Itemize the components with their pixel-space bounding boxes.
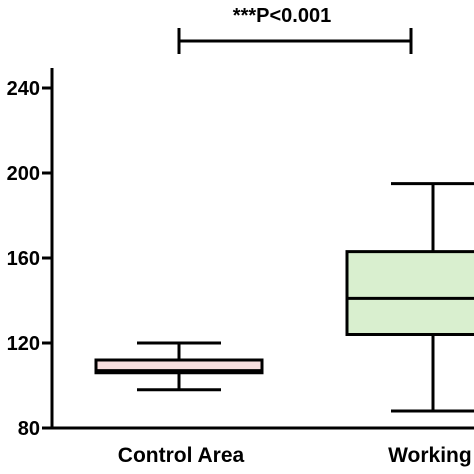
- y-tick-label: 240: [7, 78, 40, 100]
- significance-label: ***P<0.001: [233, 5, 331, 27]
- box-iqr: [345, 250, 474, 336]
- x-axis-labels: Control Area Working A: [118, 444, 474, 467]
- y-tick-label: 80: [18, 418, 40, 440]
- significance-bracket: ***P<0.001: [177, 5, 413, 54]
- y-tick-label: 200: [7, 163, 40, 185]
- box-control-area: [94, 341, 264, 392]
- y-tick-label: 120: [7, 333, 40, 355]
- boxes-group: [94, 182, 474, 413]
- x-category-label: Working A: [388, 444, 474, 467]
- box-working-area: [345, 182, 474, 413]
- y-axis-ticks: 80 120 160 200 240: [7, 78, 52, 440]
- y-tick-label: 160: [7, 248, 40, 270]
- x-category-label: Control Area: [118, 444, 245, 467]
